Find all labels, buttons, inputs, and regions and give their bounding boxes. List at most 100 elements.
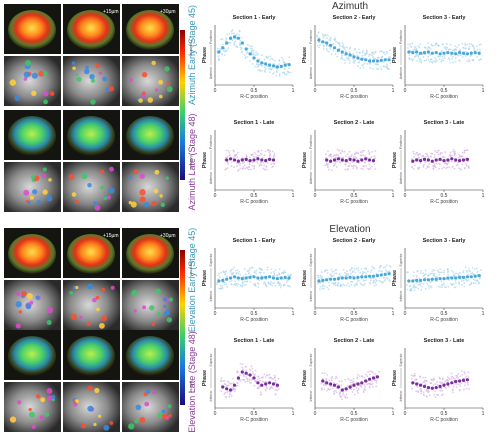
raw-point — [470, 43, 473, 46]
plot-title: Section 1 - Late — [234, 120, 275, 126]
raw-point — [437, 153, 440, 156]
raw-point — [338, 149, 341, 152]
raw-point — [455, 386, 458, 389]
raw-point — [362, 391, 365, 394]
raw-point — [237, 371, 240, 374]
raw-point — [323, 382, 326, 384]
data-point — [252, 275, 256, 279]
raw-point — [270, 268, 273, 271]
raw-point — [460, 382, 463, 385]
raw-point — [258, 377, 261, 380]
raw-point — [454, 152, 457, 155]
raw-point — [377, 67, 380, 70]
data-point — [368, 377, 372, 381]
raw-point — [248, 267, 251, 270]
raw-point — [365, 52, 368, 55]
raw-point — [345, 390, 348, 392]
data-point — [461, 378, 466, 382]
data-point — [379, 273, 383, 277]
raw-point — [368, 53, 371, 56]
raw-point — [364, 155, 366, 158]
raw-point — [373, 267, 376, 270]
heatmap-blob — [67, 336, 115, 376]
raw-point — [267, 56, 270, 59]
roi-marker — [94, 205, 101, 211]
x-axis-label: R-C position — [430, 199, 458, 205]
raw-point — [321, 372, 324, 375]
raw-point — [287, 67, 290, 70]
raw-point — [229, 392, 231, 394]
raw-point — [228, 396, 231, 398]
data-point — [415, 50, 419, 54]
roi-marker — [44, 412, 50, 417]
roi-marker — [168, 413, 172, 418]
data-point — [260, 158, 264, 162]
raw-point — [367, 55, 370, 57]
raw-point — [324, 384, 327, 386]
data-point — [407, 279, 411, 283]
raw-point — [374, 58, 377, 60]
data-point — [356, 159, 360, 163]
raw-point — [334, 269, 337, 272]
raw-point — [440, 58, 443, 61]
data-point — [454, 276, 458, 280]
raw-point — [363, 280, 366, 282]
raw-point — [471, 267, 474, 269]
raw-point — [233, 166, 236, 169]
raw-point — [241, 285, 244, 288]
raw-point — [348, 62, 351, 65]
raw-point — [248, 378, 251, 381]
raw-point — [374, 281, 377, 284]
raw-point — [368, 386, 371, 389]
raw-point — [262, 167, 265, 170]
raw-point — [216, 281, 219, 284]
raw-point — [332, 381, 335, 384]
raw-point — [435, 59, 438, 62]
raw-point — [331, 387, 334, 390]
raw-point — [443, 269, 446, 272]
raw-point — [447, 285, 450, 288]
raw-point — [256, 282, 259, 284]
raw-point — [271, 150, 274, 153]
roi-marker — [134, 419, 139, 424]
raw-point — [428, 60, 431, 63]
raw-point — [274, 379, 277, 382]
roi-marker — [28, 407, 32, 412]
raw-point — [239, 362, 242, 365]
data-point — [332, 383, 337, 387]
raw-point — [260, 153, 263, 156]
raw-point — [350, 154, 353, 157]
raw-point — [252, 283, 255, 286]
raw-point — [366, 62, 369, 65]
raw-point — [461, 163, 464, 166]
raw-point — [322, 44, 325, 46]
raw-point — [355, 387, 358, 389]
x-tick-label: 1 — [292, 411, 295, 417]
data-point — [430, 386, 434, 390]
x-axis-label: R-C position — [340, 317, 368, 323]
raw-point — [249, 47, 252, 50]
raw-point — [371, 380, 373, 383]
raw-point — [374, 157, 377, 159]
raw-point — [236, 385, 239, 387]
raw-point — [259, 267, 262, 270]
roi-marker — [99, 322, 105, 329]
raw-point — [370, 165, 373, 168]
raw-point — [451, 388, 454, 391]
raw-point — [237, 162, 240, 165]
raw-point — [333, 272, 336, 275]
raw-point — [272, 58, 274, 61]
raw-point — [268, 388, 271, 391]
y-axis-label: Phase — [202, 370, 208, 386]
raw-point — [236, 165, 239, 168]
roi-marker — [16, 292, 21, 297]
raw-point — [434, 56, 437, 59]
raw-point — [265, 386, 268, 388]
roi-marker — [95, 63, 100, 68]
raw-point — [252, 372, 255, 375]
raw-point — [321, 277, 324, 280]
grayscale-panel — [4, 382, 61, 432]
raw-point — [443, 54, 446, 57]
raw-point — [433, 162, 435, 165]
raw-point — [322, 48, 325, 51]
